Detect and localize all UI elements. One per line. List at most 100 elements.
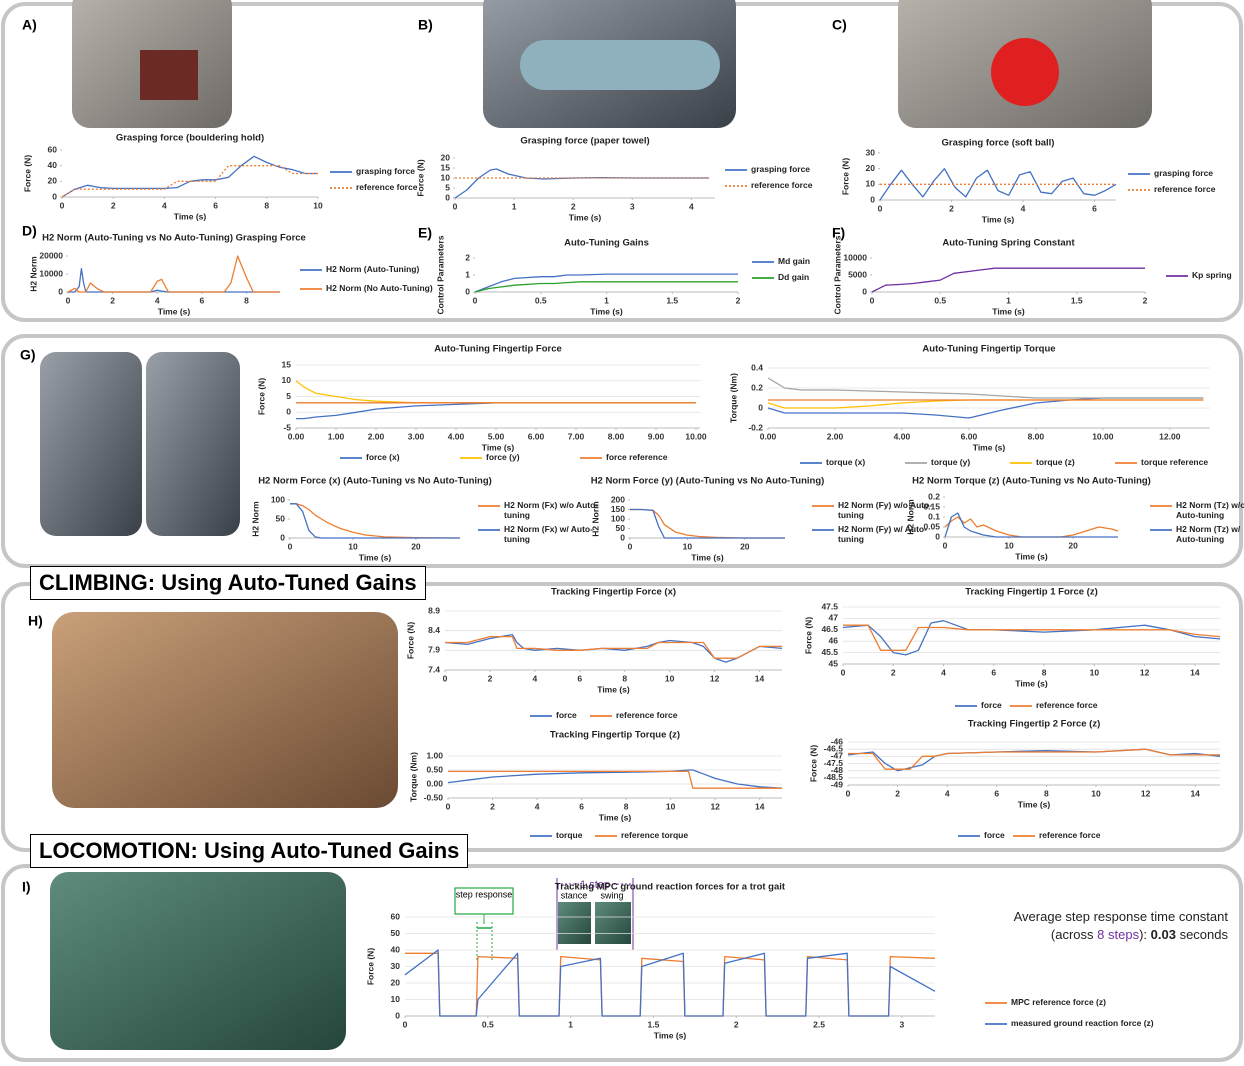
y-axis-label: H2 Norm <box>28 256 38 292</box>
legend-label: reference force <box>356 182 418 192</box>
x-tick-label: 4 <box>155 295 160 305</box>
section-title: LOCOMOTION: Using Auto-Tuned Gains <box>30 834 469 868</box>
y-axis-label: H2 Norm <box>590 501 600 537</box>
legend-label: measured ground reaction force (z) <box>1011 1018 1154 1028</box>
series-line <box>879 168 1117 201</box>
legend-item: torque (x) <box>826 457 865 467</box>
y-tick-label: 1 <box>465 269 470 279</box>
x-tick-label: 0 <box>943 540 948 550</box>
x-tick-label: 0 <box>846 788 851 798</box>
x-tick-label: 1.5 <box>648 1019 660 1029</box>
x-tick-label: 8 <box>244 295 249 305</box>
x-tick-label: 2 <box>736 295 741 305</box>
annotation: swing <box>600 890 623 900</box>
legend-item: reference force <box>751 180 812 190</box>
callout <box>454 887 514 915</box>
legend-item: Dd gain <box>778 272 810 282</box>
y-tick-label: 0 <box>935 531 940 541</box>
chart-title: Tracking Fingertip Torque (z) <box>550 730 680 741</box>
x-tick-label: 8.00 <box>1028 431 1045 441</box>
y-axis-label: Force (N) <box>415 159 425 196</box>
legend-label: Dd gain <box>778 272 810 282</box>
x-tick-label: 6.00 <box>528 431 545 441</box>
x-tick-label: 0 <box>60 200 65 210</box>
x-tick-label: 20 <box>740 541 750 551</box>
y-tick-label: 0 <box>445 192 450 202</box>
y-tick-label: 0 <box>870 194 875 204</box>
y-axis-label: Force (N) <box>365 948 375 985</box>
y-tick-label: 0.2 <box>928 491 940 501</box>
summary-value: 0.03 <box>1150 927 1176 942</box>
y-tick-label: -0.2 <box>748 422 763 432</box>
legend-item: reference force <box>356 182 418 192</box>
y-tick-label: 20 <box>48 176 58 186</box>
series-line <box>290 503 460 539</box>
chart-title: Grasping force (bouldering hold) <box>116 133 264 144</box>
series-line <box>767 377 1204 399</box>
y-tick-label: -47.5 <box>824 758 844 768</box>
x-tick-label: 10 <box>348 541 358 551</box>
legend-label: Kp spring <box>1192 270 1232 280</box>
y-axis-label: Force (N) <box>256 378 266 415</box>
legend-item: reference force <box>1154 184 1215 194</box>
y-tick-label: 5000 <box>848 269 867 279</box>
x-tick-label: 6.00 <box>961 431 978 441</box>
legend-item: force <box>556 710 577 720</box>
x-tick-label: 6 <box>1092 203 1097 213</box>
x-tick-label: 3.00 <box>408 431 425 441</box>
y-tick-label: 0 <box>465 286 470 296</box>
panel-label: A) <box>22 17 37 33</box>
x-tick-label: 10 <box>1091 788 1101 798</box>
series-line <box>61 165 318 198</box>
panel-label: C) <box>832 17 847 33</box>
x-tick-label: 4 <box>689 201 694 211</box>
legend-label: grasping force <box>356 166 416 176</box>
y-tick-label: 46.5 <box>821 624 838 634</box>
y-tick-label: 0 <box>862 286 867 296</box>
y-tick-label: 2 <box>465 252 470 262</box>
series-line <box>296 402 696 420</box>
legend-label: H2 Norm (No Auto-Tuning) <box>326 283 433 293</box>
series-line <box>944 512 1118 538</box>
x-tick-label: 4 <box>532 673 537 683</box>
y-tick-label: 30 <box>866 147 876 157</box>
legend-label: reference force <box>1036 700 1098 710</box>
legend-item: torque (y) <box>931 457 970 467</box>
y-tick-label: -46.5 <box>824 743 844 753</box>
x-tick-label: 1.00 <box>328 431 345 441</box>
y-tick-label: 10 <box>441 172 451 182</box>
x-tick-label: 0 <box>403 1019 408 1029</box>
y-tick-label: 7.9 <box>428 645 440 655</box>
x-tick-label: 6 <box>991 667 996 677</box>
series-line <box>61 155 318 198</box>
legend-item: H2 Norm (Tz) w/ Auto-tuning <box>1176 524 1240 544</box>
y-tick-label: 10 <box>282 375 292 385</box>
x-tick-label: 0 <box>446 801 451 811</box>
x-tick-label: 0.5 <box>482 1019 494 1029</box>
legend-item: torque <box>556 830 582 840</box>
x-tick-label: 5.00 <box>488 431 505 441</box>
y-tick-label: 30 <box>391 961 401 971</box>
legend-item: grasping force <box>1154 168 1213 178</box>
legend-label: force <box>556 710 577 720</box>
panel-label: H) <box>28 613 43 629</box>
legend-item: reference force <box>616 710 677 720</box>
x-tick-label: 2 <box>891 667 896 677</box>
x-tick-label: 1 <box>512 201 517 211</box>
y-tick-label: 0.05 <box>923 521 940 531</box>
y-tick-label: 20 <box>441 152 451 162</box>
series-line <box>474 273 738 293</box>
x-tick-label: 4.00 <box>894 431 911 441</box>
y-axis-label: Force (N) <box>808 745 818 782</box>
y-axis-label: Force (N) <box>803 617 813 654</box>
x-tick-label: 6 <box>579 801 584 811</box>
section-title: CLIMBING: Using Auto-Tuned Gains <box>30 566 426 600</box>
series-line <box>474 281 738 293</box>
y-tick-label: 1.00 <box>426 750 443 760</box>
y-tick-label: 20000 <box>39 250 63 260</box>
chart-title: H2 Norm Force (y) (Auto-Tuning vs No Aut… <box>591 476 825 487</box>
y-tick-label: -49 <box>831 779 844 789</box>
chart-title: Grasping force (paper towel) <box>520 136 649 147</box>
